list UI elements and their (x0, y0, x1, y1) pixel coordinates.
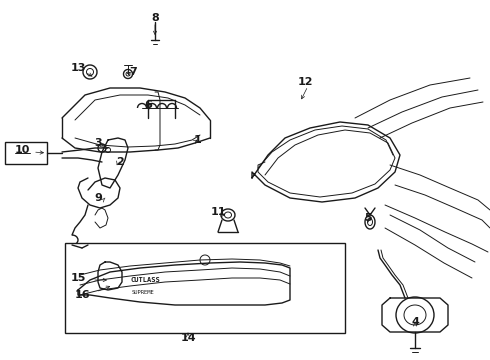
Text: 6: 6 (144, 100, 152, 110)
Text: 15: 15 (70, 273, 86, 283)
Bar (65, 243, 345, 333)
Text: 3: 3 (94, 138, 102, 148)
Text: 7: 7 (129, 67, 137, 77)
Text: 1: 1 (194, 135, 202, 145)
Text: 14: 14 (180, 333, 196, 343)
Text: 10: 10 (14, 145, 30, 155)
Text: CUTLASS: CUTLASS (130, 277, 160, 283)
Text: 12: 12 (297, 77, 313, 87)
Text: SUPREME: SUPREME (132, 289, 155, 294)
Text: 5: 5 (364, 213, 372, 223)
Text: 9: 9 (94, 193, 102, 203)
Text: 13: 13 (70, 63, 86, 73)
Text: 11: 11 (210, 207, 226, 217)
Bar (5, 142, 47, 164)
Text: 16: 16 (74, 290, 90, 300)
Text: 4: 4 (411, 317, 419, 327)
Text: 8: 8 (151, 13, 159, 23)
Text: 2: 2 (116, 157, 124, 167)
